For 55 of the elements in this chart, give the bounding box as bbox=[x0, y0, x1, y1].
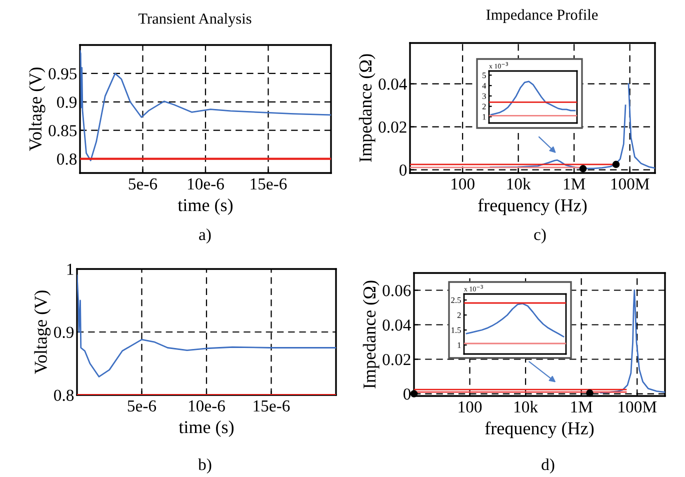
x-tick-label: 10k bbox=[507, 178, 531, 190]
y-tick-label: 1 bbox=[67, 264, 74, 275]
y-tick-label: 4 bbox=[482, 82, 486, 88]
y-axis-title: Impedance (Ω) bbox=[358, 54, 376, 162]
y-tick-label: 0.9 bbox=[57, 96, 77, 108]
y-tick-label: 2 bbox=[482, 104, 486, 110]
line-series bbox=[77, 274, 336, 378]
y-tick-label: 1 bbox=[482, 114, 486, 120]
line-series bbox=[490, 80, 576, 116]
y-axis-title: Impedance (Ω) bbox=[362, 280, 380, 388]
x-axis-title: time (s) bbox=[178, 198, 233, 215]
text: b) bbox=[198, 458, 212, 474]
x-axis-title: frequency (Hz) bbox=[478, 198, 587, 216]
y-tick-label: 0 bbox=[400, 164, 407, 176]
line-series bbox=[80, 50, 331, 162]
y-tick-label: 1.5 bbox=[452, 327, 461, 334]
text: d) bbox=[542, 458, 554, 474]
x-tick-label: 10k bbox=[514, 400, 538, 413]
y-tick-label: 3 bbox=[482, 93, 486, 99]
y-tick-label: 0.04 bbox=[382, 319, 411, 331]
y-tick-label: 0.8 bbox=[54, 390, 74, 402]
y-tick-label: 0 bbox=[404, 388, 411, 400]
y-tick-label: 0.06 bbox=[382, 284, 411, 296]
x-tick-label: 100 bbox=[452, 178, 474, 190]
y-tick-label: 0.95 bbox=[48, 68, 77, 80]
chart-title: Impedance Profile bbox=[486, 8, 598, 24]
x-tick-label: 1M bbox=[571, 401, 592, 412]
x-tick-label: 15e-6 bbox=[254, 400, 290, 412]
y-axis-title: Voltage (V) bbox=[28, 68, 46, 151]
y-tick-label: 0.8 bbox=[57, 153, 77, 165]
y-tick-label: 2.5 bbox=[451, 297, 461, 304]
x-tick-label: 1M bbox=[564, 178, 586, 190]
x-tick-label: 5e-6 bbox=[128, 178, 158, 190]
x-axis-title: frequency (Hz) bbox=[485, 422, 594, 438]
x-tick-label: 100 bbox=[458, 401, 482, 413]
y-tick-label: 2 bbox=[457, 312, 461, 318]
y-tick-label: 0.04 bbox=[378, 78, 407, 90]
line-series bbox=[466, 302, 564, 338]
text: a) bbox=[199, 228, 211, 244]
x-axis-title: time (s) bbox=[178, 420, 234, 437]
y-tick-label: 0.9 bbox=[54, 326, 74, 338]
x-tick-label: 100M bbox=[618, 401, 657, 413]
text: c) bbox=[534, 228, 546, 244]
chart-title: Transient Analysis bbox=[138, 13, 252, 27]
x-tick-label: 10e-6 bbox=[188, 400, 225, 412]
y-axis-title: Voltage (V) bbox=[34, 290, 51, 374]
x-tick-label: 5e-6 bbox=[128, 400, 156, 412]
y-tick-label: 0.85 bbox=[48, 125, 77, 136]
y-tick-label: 0.02 bbox=[382, 354, 410, 366]
x-tick-label: 10e-6 bbox=[188, 178, 224, 190]
y-tick-label: 5 bbox=[482, 72, 486, 78]
x-tick-label: 15e-6 bbox=[250, 178, 287, 190]
x-tick-label: 100M bbox=[611, 178, 650, 190]
y-tick-label: 1 bbox=[458, 342, 461, 348]
y-tick-label: 0.02 bbox=[378, 122, 406, 133]
